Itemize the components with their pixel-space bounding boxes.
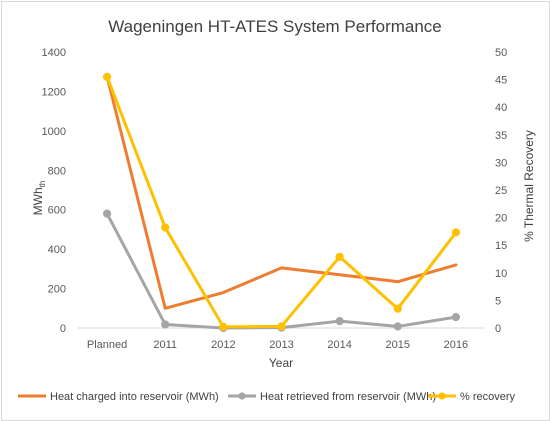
y2-tick-label: 15	[495, 240, 507, 252]
y2-tick-label: 10	[495, 268, 507, 280]
legend-item: Heat charged into reservoir (MWh)	[18, 391, 219, 403]
y2-tick-label: 20	[495, 213, 507, 225]
y-tick-label: 1200	[42, 86, 66, 98]
x-axis-ticks: Planned 2011 2012 2013 2014 2015 2016	[87, 339, 468, 351]
chart-title: Wageningen HT-ATES System Performance	[108, 17, 442, 36]
y2-tick-label: 5	[495, 295, 501, 307]
series-1	[105, 75, 458, 310]
legend-marker	[238, 392, 246, 400]
y2-axis-ticks: 0 5 10 15 20 25 30 35 40 45 50	[495, 47, 507, 335]
data-point	[393, 322, 402, 331]
y2-tick-label: 40	[495, 102, 507, 114]
data-point	[335, 252, 344, 261]
x-tick-label: 2016	[444, 339, 468, 351]
data-point	[102, 72, 112, 81]
y2-axis-label: % Thermal Recovery	[522, 130, 536, 242]
legend: Heat charged into reservoir (MWh) Heat re…	[18, 391, 516, 403]
x-tick-label: 2011	[153, 339, 177, 351]
data-point	[451, 313, 461, 322]
x-tick-label: 2014	[327, 339, 351, 351]
data-point	[335, 317, 344, 326]
data-point	[451, 228, 461, 237]
y-tick-label: 800	[48, 165, 66, 177]
legend-item: Heat retrieved from reservoir (MWh)	[228, 391, 436, 403]
x-tick-label: 2012	[211, 339, 235, 351]
y-axis-ticks: 0 200 400 600 800 1000 1200 1400	[42, 47, 66, 335]
data-point	[393, 304, 402, 313]
legend-label: Heat charged into reservoir (MWh)	[50, 391, 219, 403]
y-tick-label: 1000	[42, 126, 66, 138]
y-axis-label-main: MWh	[31, 187, 45, 215]
y2-tick-label: 35	[495, 130, 507, 142]
data-point	[161, 223, 170, 232]
y2-tick-label: 0	[495, 323, 501, 335]
legend-marker	[438, 392, 446, 400]
y-tick-label: 1400	[42, 47, 66, 59]
legend-label: Heat retrieved from reservoir (MWh)	[260, 391, 436, 403]
y-tick-label: 400	[48, 244, 66, 256]
y-axis-label-sub: th	[38, 181, 47, 188]
x-axis-label: Year	[269, 356, 293, 370]
series-3	[102, 72, 461, 331]
series-line	[105, 75, 458, 310]
series-line	[105, 212, 458, 330]
y-tick-label: 600	[48, 205, 66, 217]
data-point	[161, 320, 170, 329]
x-tick-label: 2013	[269, 339, 293, 351]
y2-tick-label: 30	[495, 157, 507, 169]
legend-item: % recovery	[428, 391, 516, 403]
y-axis-label: MWhth	[31, 181, 47, 216]
x-tick-label: Planned	[87, 339, 127, 351]
x-tick-label: 2015	[386, 339, 410, 351]
series-layer	[102, 72, 461, 333]
legend-label: % recovery	[460, 391, 516, 403]
y-tick-label: 200	[48, 284, 66, 296]
y2-tick-label: 25	[495, 185, 507, 197]
y-tick-label: 0	[60, 323, 66, 335]
data-point	[277, 322, 286, 331]
y2-tick-label: 50	[495, 47, 507, 59]
data-point	[219, 322, 228, 331]
data-point	[102, 209, 112, 218]
y2-tick-label: 45	[495, 75, 507, 87]
